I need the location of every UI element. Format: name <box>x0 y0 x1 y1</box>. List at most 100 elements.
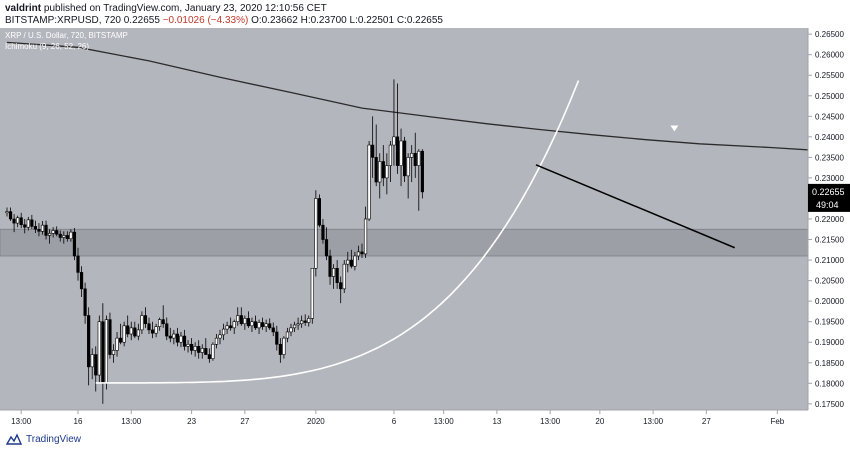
candle <box>353 251 357 271</box>
time-tick-label: 13:00 <box>540 417 561 426</box>
close-value: C:0.22655 <box>396 15 443 26</box>
candle <box>410 145 414 183</box>
candle <box>154 323 158 338</box>
price-tick-label: 0.24000 <box>815 133 844 142</box>
candle-body-up <box>353 255 357 267</box>
candle <box>129 321 133 341</box>
candle <box>115 331 119 357</box>
price-chart[interactable]: XRP / U.S. Dollar, 720, BITSTAMP Ichimok… <box>0 28 850 430</box>
candle <box>90 348 94 380</box>
candle <box>278 338 282 363</box>
candle-body-up <box>331 267 336 277</box>
candle-body-down <box>161 319 165 325</box>
candle-body-up <box>111 350 116 355</box>
candle-body-up <box>264 323 268 327</box>
open-value: O:0.23662 <box>251 15 298 26</box>
candle <box>94 346 98 392</box>
candle-body-up <box>310 267 314 319</box>
candle-body-up <box>388 144 393 166</box>
price-tick-label: 0.22000 <box>815 215 844 224</box>
time-tick-label: 27 <box>702 417 711 426</box>
candle-body-down <box>349 259 353 267</box>
low-value: L:0.22501 <box>349 15 395 26</box>
time-tick-label: 16 <box>74 417 83 426</box>
tradingview-logo[interactable]: TradingView <box>6 433 81 445</box>
candle-body-up <box>90 354 94 368</box>
candle <box>165 317 169 341</box>
candle-body-up <box>292 324 297 329</box>
candle-body-up <box>186 343 190 347</box>
price-tick-label: 0.26500 <box>815 30 844 39</box>
candle <box>399 128 403 187</box>
price-tick-label: 0.26000 <box>815 51 844 60</box>
candle <box>186 340 190 353</box>
candle-body-down <box>182 335 187 347</box>
candle <box>264 319 268 332</box>
time-tick-label: 6 <box>392 417 397 426</box>
candle-body-down <box>19 217 23 226</box>
candle <box>303 314 307 326</box>
candle-body-up <box>289 327 293 333</box>
candle-body-up <box>200 348 204 353</box>
price-tag-countdown: 49:04 <box>816 200 839 210</box>
candle-body-up <box>26 219 30 228</box>
candle <box>172 329 176 345</box>
candle-body-down <box>37 228 41 232</box>
footer-bar: TradingView <box>0 430 850 449</box>
candle <box>392 79 396 166</box>
price-tick-label: 0.25000 <box>815 92 844 101</box>
candle-body-down <box>339 282 343 290</box>
candle <box>406 153 410 199</box>
candle <box>72 228 77 261</box>
time-axis[interactable] <box>0 410 808 430</box>
publisher-name[interactable]: valdrint <box>5 3 42 14</box>
candle <box>243 315 247 330</box>
candle-body-down <box>55 230 59 235</box>
candle-body-up <box>211 343 215 359</box>
candle <box>108 312 112 359</box>
candle <box>55 226 59 237</box>
candle-body-up <box>282 337 286 355</box>
candle-body-down <box>253 321 258 329</box>
candle-body-down <box>23 224 27 228</box>
candle-body-down <box>268 323 272 329</box>
candle-body-up <box>417 150 421 166</box>
price-tick-label: 0.18500 <box>815 359 844 368</box>
candle <box>275 325 279 351</box>
candle <box>211 342 215 361</box>
plot-area[interactable] <box>0 28 808 410</box>
candle <box>271 322 275 337</box>
indicator-label[interactable]: Ichimoku (9, 26, 52, 26) <box>5 42 89 51</box>
candle-body-down <box>83 288 87 316</box>
price-tick-label: 0.18000 <box>815 379 844 388</box>
price-tick-label: 0.21500 <box>815 236 844 245</box>
candle-body-down <box>44 224 48 236</box>
candle <box>182 329 187 351</box>
candle-body-up <box>5 211 9 214</box>
candle-body-down <box>360 251 364 255</box>
price-axis[interactable] <box>808 28 850 430</box>
candle <box>232 319 236 335</box>
candle <box>76 247 80 281</box>
candle <box>147 317 151 335</box>
candle <box>150 321 155 339</box>
candle <box>378 153 382 199</box>
candle-body-up <box>221 328 226 336</box>
down-arrow-marker <box>670 125 679 132</box>
candle <box>335 260 339 289</box>
candle <box>23 219 27 234</box>
candle <box>26 216 30 231</box>
candle-body-down <box>246 318 251 327</box>
candle-body-up <box>16 217 20 224</box>
candle <box>158 317 162 331</box>
candle-body-down <box>175 333 180 343</box>
candle-body-down <box>30 219 34 227</box>
candle <box>8 207 13 222</box>
candle <box>307 315 311 327</box>
price-tag-background <box>808 183 850 212</box>
high-value: H:0.23700 <box>300 15 347 26</box>
candle-body-up <box>129 327 133 335</box>
ohlc-line: BITSTAMP:XRPUSD, 720 0.22655 −0.01026 (−… <box>5 15 443 26</box>
candle-body-down <box>335 267 339 283</box>
candle <box>296 317 300 330</box>
